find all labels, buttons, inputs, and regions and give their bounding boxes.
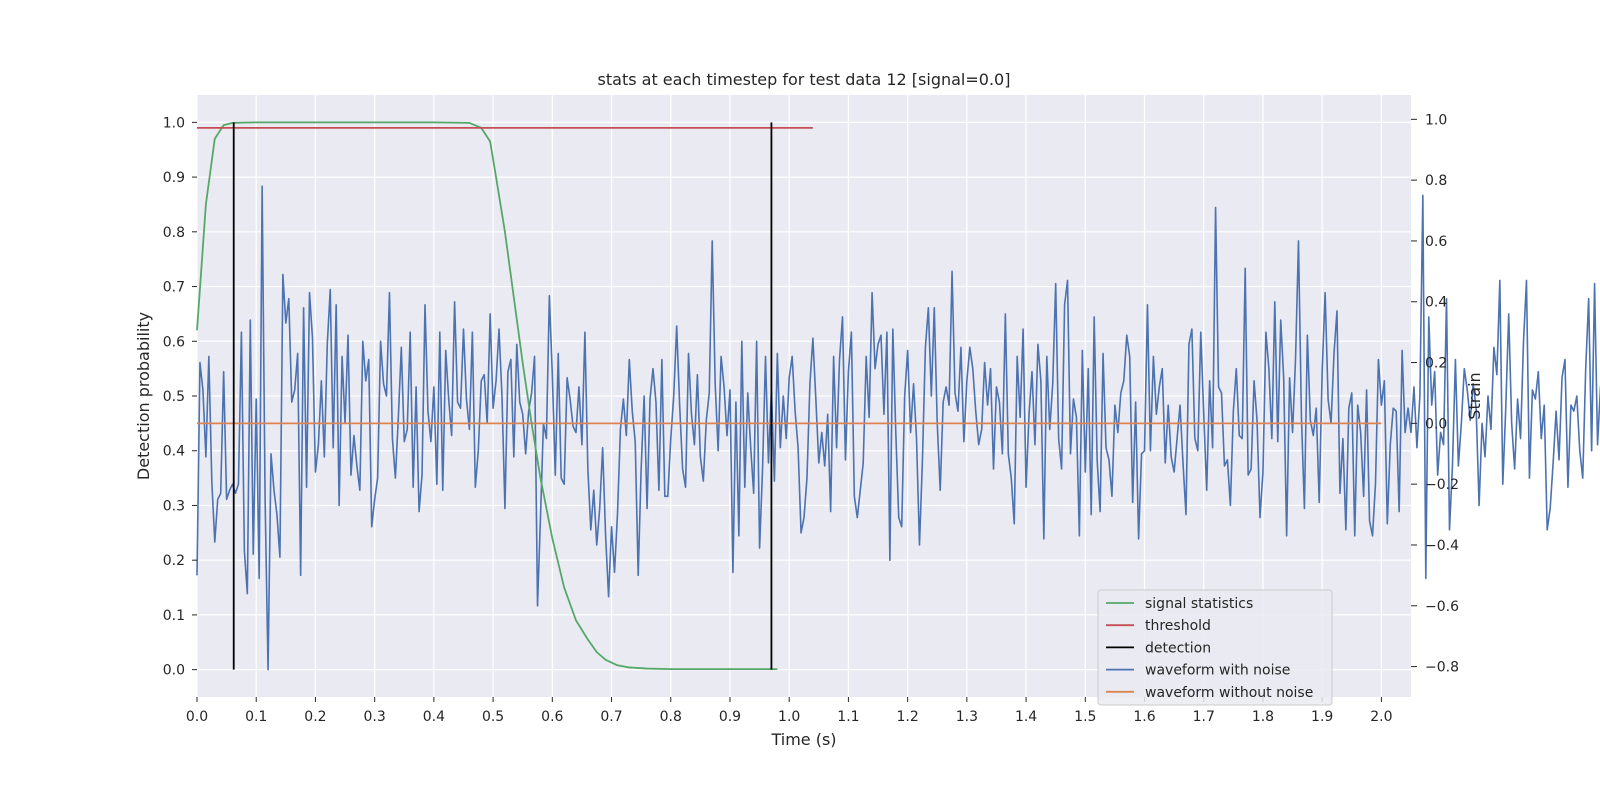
x-tick-label: 1.6	[1133, 709, 1155, 725]
legend-label: waveform with noise	[1145, 663, 1290, 679]
y-left-tick-label: 0.6	[163, 334, 185, 350]
x-tick-label: 1.1	[837, 709, 859, 725]
axes-layer: 0.0 0.1 0.2 0.3 0.4 0.5 0.6 0.7 0.8 0.9 1.0 1.1 1.2 1…	[163, 112, 1459, 725]
x-tick-label: 0.6	[541, 709, 563, 725]
legend-label: threshold	[1145, 618, 1211, 634]
y-right-tick-label: −0.6	[1425, 599, 1459, 615]
x-tick-label: 0.5	[482, 709, 504, 725]
x-tick-label: 0.9	[719, 709, 741, 725]
series-signal-statistics	[196, 121, 778, 670]
x-tick-label: 1.9	[1311, 709, 1333, 725]
y-left-tick-label: 0.4	[163, 444, 185, 460]
legend: signal statistics threshold detection wavef…	[1097, 589, 1333, 706]
x-tick-label: 1.2	[897, 709, 919, 725]
y-right-tick-label: 0.6	[1425, 234, 1447, 250]
y-right-tick-label: 0.0	[1425, 416, 1447, 432]
legend-label: waveform without noise	[1145, 685, 1313, 701]
y-left-axis-label: Detection probability	[134, 312, 153, 480]
x-tick-label: 1.8	[1252, 709, 1274, 725]
y-left-tick-label: 0.9	[163, 170, 185, 186]
y-left-tick-label: 1.0	[163, 115, 185, 131]
legend-box	[1097, 589, 1333, 706]
x-tick-label: 1.4	[1015, 709, 1037, 725]
series-layer	[196, 121, 1600, 671]
x-tick-label: 0.4	[423, 709, 445, 725]
x-tick-label: 1.0	[778, 709, 800, 725]
x-tick-label: 0.0	[186, 709, 208, 725]
y-right-tick-label: 1.0	[1425, 112, 1447, 128]
x-tick-label: 0.7	[600, 709, 622, 725]
x-tick-label: 0.8	[660, 709, 682, 725]
y-left-tick-label: 0.3	[163, 498, 185, 514]
y-left-tick-label: 0.1	[163, 608, 185, 624]
legend-label: detection	[1145, 640, 1211, 656]
x-tick-label: 0.1	[245, 709, 267, 725]
x-tick-label: 2.0	[1370, 709, 1392, 725]
y-right-tick-label: 0.4	[1425, 295, 1447, 311]
y-left-tick-label: 0.8	[163, 225, 185, 241]
y-left-tick-label: 0.5	[163, 389, 185, 405]
y-right-tick-label: −0.2	[1425, 477, 1459, 493]
x-tick-label: 0.3	[364, 709, 386, 725]
y-right-tick-label: −0.8	[1425, 660, 1459, 676]
x-axis-label: Time (s)	[770, 730, 836, 749]
x-tick-label: 1.3	[956, 709, 978, 725]
y-left-tick-label: 0.7	[163, 280, 185, 296]
x-tick-label: 1.5	[1074, 709, 1096, 725]
y-right-tick-label: 0.2	[1425, 356, 1447, 372]
x-tick-label: 1.7	[1193, 709, 1215, 725]
y-left-tick-label: 0.2	[163, 553, 185, 569]
y-right-tick-label: 0.8	[1425, 173, 1447, 189]
x-tick-label: 0.2	[304, 709, 326, 725]
y-left-tick-label: 0.0	[163, 663, 185, 679]
y-right-tick-label: −0.4	[1425, 538, 1459, 554]
chart-title: stats at each timestep for test data 12 …	[598, 70, 1011, 89]
y-right-axis-label: Strain	[1465, 372, 1484, 419]
series-waveform-with-noise	[196, 185, 1600, 671]
legend-label: signal statistics	[1145, 596, 1253, 612]
